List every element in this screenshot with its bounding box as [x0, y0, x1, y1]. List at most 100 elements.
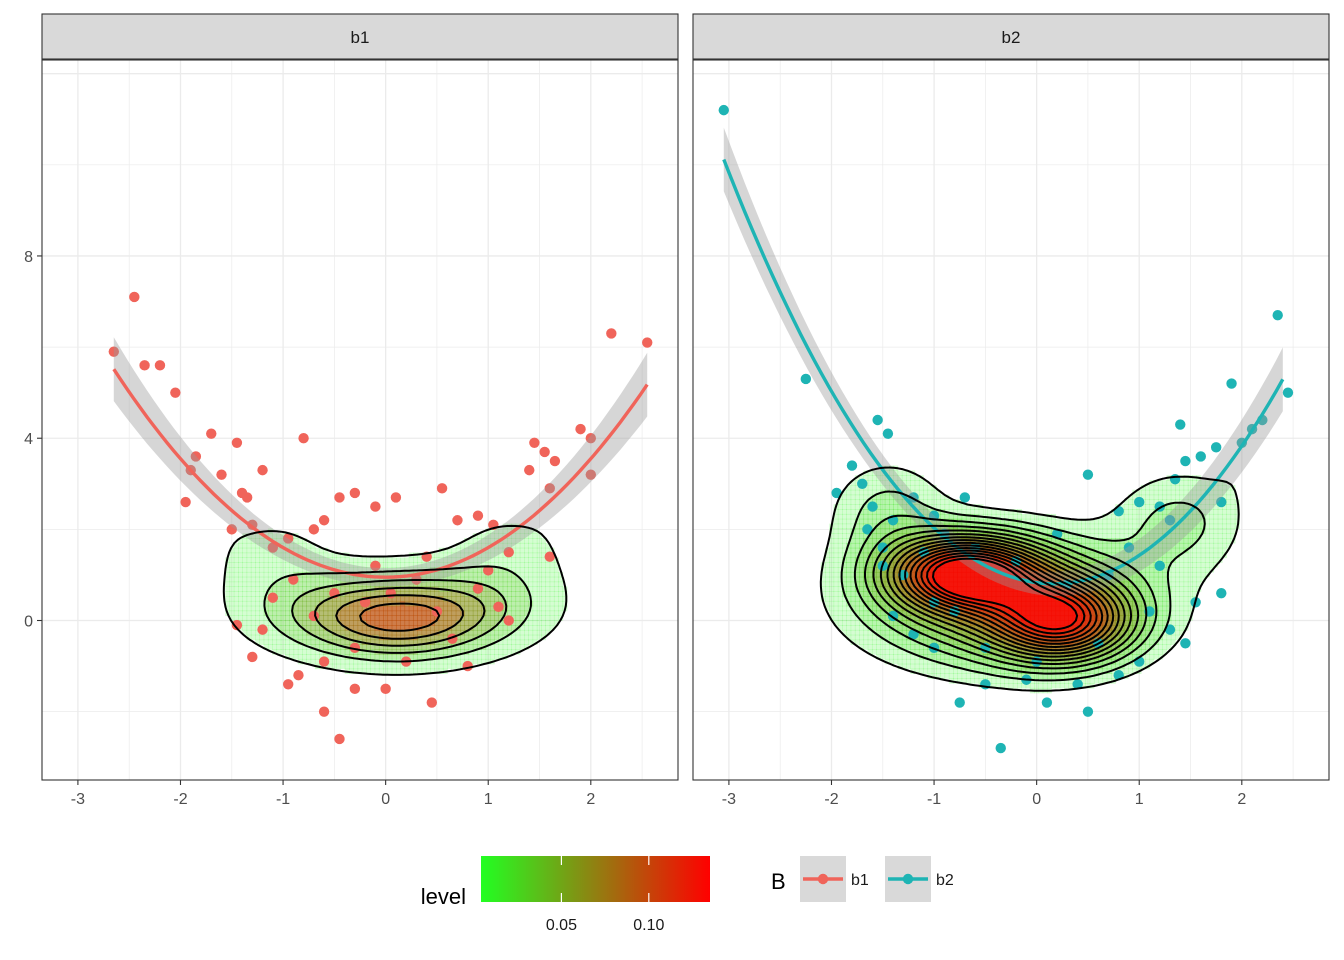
density-fill-cell: [1136, 639, 1142, 645]
density-fill-cell: [1192, 523, 1197, 530]
density-fill-cell: [1179, 533, 1185, 539]
density-fill-cell: [267, 581, 273, 588]
data-point: [180, 496, 191, 508]
density-fill-cell: [1175, 591, 1180, 597]
density-fill-cell: [880, 533, 886, 539]
density-fill-cell: [421, 600, 427, 607]
density-fill-cell: [854, 634, 860, 641]
density-fill-cell: [863, 547, 869, 554]
density-fill-cell: [246, 538, 252, 544]
density-fill-cell: [880, 591, 886, 597]
density-fill-cell: [1106, 513, 1112, 520]
density-fill-cell: [1034, 620, 1040, 626]
density-fill-cell: [506, 649, 512, 655]
density-fill-cell: [1217, 542, 1223, 549]
density-fill-cell: [485, 591, 491, 597]
density-fill-cell: [327, 557, 333, 563]
density-fill-cell: [995, 567, 1001, 573]
density-fill-cell: [1145, 596, 1151, 602]
density-fill-cell: [1017, 547, 1022, 554]
density-fill-cell: [1175, 562, 1180, 568]
density-fill-cell: [918, 658, 924, 665]
density-fill-cell: [1034, 615, 1040, 621]
density-fill-cell: [1021, 542, 1027, 549]
density-fill-cell: [280, 547, 286, 554]
density-fill-cell: [255, 625, 260, 631]
density-fill-cell: [263, 605, 269, 612]
data-point: [606, 328, 617, 339]
density-fill-cell: [267, 605, 273, 612]
density-fill-cell: [272, 600, 278, 607]
density-fill-cell: [391, 571, 397, 578]
density-fill-cell: [850, 557, 856, 563]
density-fill-cell: [361, 576, 367, 583]
density-fill-cell: [1059, 605, 1065, 612]
density-fill-cell: [837, 509, 843, 515]
density-fill-cell: [936, 610, 941, 617]
density-fill-cell: [263, 576, 269, 583]
density-fill-cell: [549, 571, 555, 578]
density-fill-cell: [1128, 533, 1133, 539]
density-fill-cell: [519, 571, 525, 578]
density-fill-cell: [395, 654, 401, 660]
density-fill-cell: [336, 571, 342, 578]
density-fill-cell: [1179, 557, 1185, 563]
density-fill-cell: [391, 634, 397, 641]
density-fill-cell: [1179, 567, 1185, 573]
density-fill-cell: [854, 600, 860, 607]
density-fill-cell: [1004, 625, 1010, 631]
density-fill-cell: [366, 644, 371, 650]
density-fill-cell: [901, 625, 907, 631]
density-fill-cell: [297, 586, 303, 592]
density-fill-cell: [1059, 538, 1065, 544]
density-fill-cell: [289, 600, 295, 607]
density-fill-cell: [1157, 600, 1163, 607]
density-fill-cell: [1149, 518, 1155, 525]
density-fill-cell: [263, 644, 269, 650]
density-fill-cell: [871, 634, 877, 641]
density-fill-cell: [1170, 605, 1176, 612]
density-fill-cell: [1119, 523, 1125, 530]
density-fill-cell: [957, 668, 963, 674]
data-point: [129, 291, 140, 303]
density-fill-cell: [944, 654, 950, 660]
density-fill-cell: [387, 625, 393, 631]
density-fill-cell: [293, 562, 299, 568]
density-fill-cell: [417, 586, 423, 592]
density-fill-cell: [536, 557, 542, 563]
density-fill-cell: [1157, 518, 1163, 525]
density-fill-cell: [238, 586, 243, 592]
data-point: [282, 679, 294, 690]
density-fill-cell: [1051, 683, 1057, 689]
density-fill-cell: [1136, 620, 1142, 626]
density-fill-cell: [263, 586, 269, 592]
density-fill-cell: [502, 576, 508, 583]
density-fill-cell: [893, 625, 899, 631]
density-fill-cell: [923, 610, 929, 617]
density-fill-cell: [498, 581, 504, 588]
density-fill-cell: [1123, 663, 1129, 670]
density-fill-cell: [1123, 639, 1129, 645]
density-fill-cell: [1102, 600, 1108, 607]
density-fill-cell: [978, 576, 984, 583]
density-fill-cell: [1068, 605, 1074, 612]
density-fill-cell: [923, 634, 929, 641]
density-fill-cell: [961, 654, 967, 660]
density-fill-cell: [1012, 591, 1018, 597]
density-fill-cell: [425, 625, 431, 631]
density-fill-cell: [829, 533, 835, 539]
density-fill-cell: [361, 658, 367, 665]
density-fill-cell: [353, 605, 359, 612]
density-fill-cell: [842, 562, 847, 568]
density-fill-cell: [225, 576, 231, 583]
density-fill-cell: [1081, 518, 1086, 525]
density-fill-cell: [233, 596, 239, 602]
density-fill-cell: [1076, 518, 1082, 525]
density-fill-cell: [344, 629, 350, 636]
density-fill-cell: [472, 654, 478, 660]
density-fill-cell: [404, 562, 410, 568]
density-fill-cell: [498, 644, 504, 650]
density-fill-cell: [494, 567, 500, 573]
density-fill-cell: [923, 576, 929, 583]
